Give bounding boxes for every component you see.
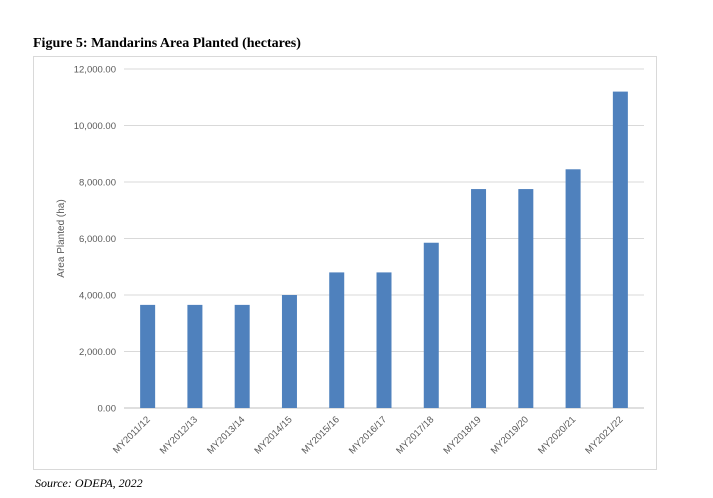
bars xyxy=(140,91,628,408)
y-tick-label: 8,000.00 xyxy=(79,178,116,189)
bar xyxy=(376,272,392,408)
x-tick-label: MY2014/15 xyxy=(252,414,294,456)
bar xyxy=(518,189,534,408)
x-tick-label: MY2017/18 xyxy=(394,414,436,456)
x-tick-label: MY2011/12 xyxy=(111,414,153,456)
bar xyxy=(329,272,345,408)
bar xyxy=(140,304,156,408)
bar xyxy=(565,169,581,408)
x-tick-label: MY2016/17 xyxy=(347,414,389,456)
y-tick-label: 10,000.00 xyxy=(74,121,116,132)
x-tick-label: MY2019/20 xyxy=(489,414,531,456)
bar xyxy=(234,304,250,408)
bar xyxy=(612,91,628,408)
y-tick-label: 0.00 xyxy=(98,404,117,415)
figure-title: Figure 5: Mandarins Area Planted (hectar… xyxy=(33,36,301,51)
y-tick-label: 6,000.00 xyxy=(79,234,116,245)
bar xyxy=(281,295,297,408)
bar xyxy=(423,242,439,408)
y-tick-label: 12,000.00 xyxy=(74,65,116,76)
y-tick-label: 4,000.00 xyxy=(79,291,116,302)
y-axis-label: Area Planted (ha) xyxy=(56,199,67,277)
x-tick-label: MY2012/13 xyxy=(158,414,200,456)
bar xyxy=(187,304,203,408)
source-note: Source: ODEPA, 2022 xyxy=(35,476,143,490)
x-axis-ticks: MY2011/12 MY2012/13 MY2013/14 MY2014/15 MY20… xyxy=(111,414,625,456)
x-tick-label: MY2018/19 xyxy=(442,414,484,456)
y-tick-label: 2,000.00 xyxy=(79,347,116,358)
x-tick-label: MY2020/21 xyxy=(536,414,578,456)
x-tick-label: MY2021/22 xyxy=(583,414,625,456)
bar xyxy=(471,189,487,408)
x-tick-label: MY2013/14 xyxy=(205,414,247,456)
x-tick-label: MY2015/16 xyxy=(300,414,342,456)
y-axis-ticks: 0.00 2,000.00 4,000.00 6,000.00 8,000.00 10,0… xyxy=(74,65,116,415)
